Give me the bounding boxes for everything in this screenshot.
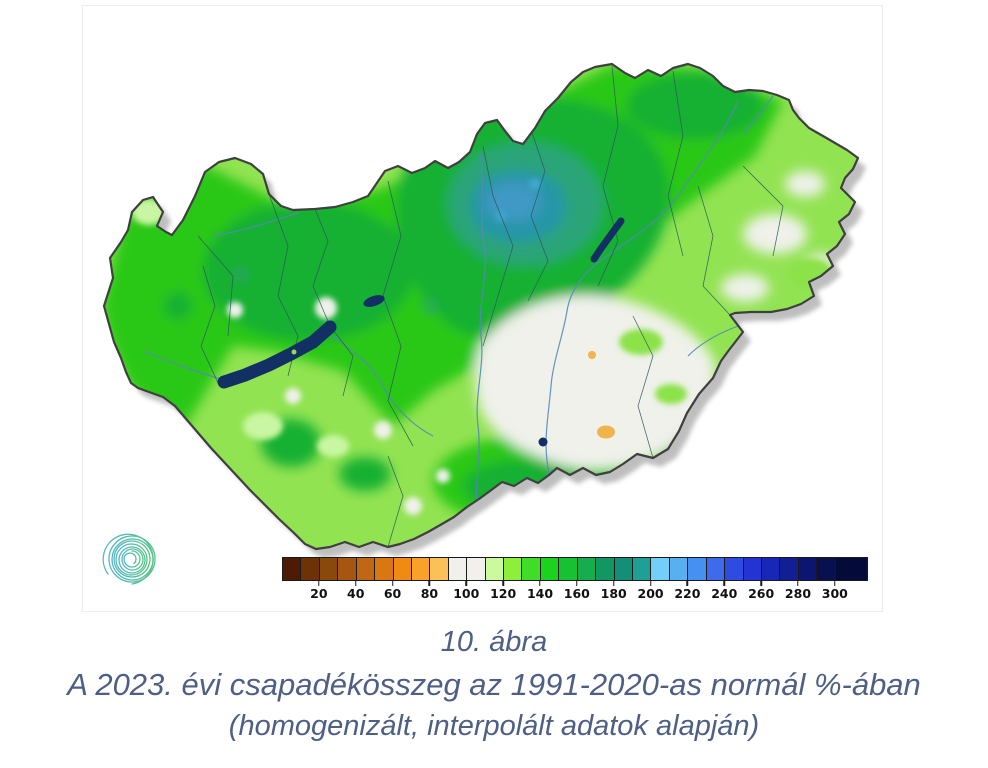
dry-spot [588,351,596,359]
colorbar-tick [428,581,431,586]
colorbar-tick [391,581,394,586]
figure-caption: 10. ábra A 2023. évi csapadékösszeg az 1… [0,621,988,747]
colorbar-segment [779,558,798,580]
colorbar-segment [705,558,725,580]
figure-title: A 2023. évi csapadékösszeg az 1991-2020-… [67,667,921,702]
lake-tisza [590,217,625,263]
colorbar-segment [613,558,633,580]
colorbar-segment [503,558,522,580]
colorbar-tick [649,581,652,586]
colorbar-segment [650,558,669,580]
colorbar-segment [816,558,835,580]
colorbar-segment [410,558,430,580]
colorbar-tick-label: 40 [347,586,365,601]
colorbar-tick-label: 100 [453,586,480,601]
colorbar-segment [466,558,485,580]
colorbar-tick [797,581,799,586]
spiral-logo-icon [102,533,156,585]
colorbar-segment [392,558,411,580]
colorbar-tick-label: 160 [563,586,590,601]
colorbar-segment [576,558,596,580]
lake-balaton [217,320,337,389]
colorbar-segment [318,558,338,580]
colorbar-segment [484,558,504,580]
colorbar-tick [539,581,541,586]
lake-velence [363,295,385,307]
colorbar-tick [318,581,320,586]
figure-panel: 20 40 60 80 100 120 140 160 180 200 220 240 260 280 30… [82,5,883,612]
colorbar-tick [354,581,357,586]
colorbar-tick-label: 200 [637,586,664,601]
colorbar-segment [834,558,868,580]
colorbar-tick [465,581,468,586]
colorbar-segment [724,558,743,580]
colorbar-tick-label: 220 [674,586,701,601]
color-scale-legend: 20 40 60 80 100 120 140 160 180 200 220 240 260 280 30… [282,557,868,603]
colorbar-segment [283,558,301,580]
colorbar-tick [576,581,578,586]
colorbar-tick [502,581,504,586]
precipitation-field [104,64,858,549]
colorbar-segment [539,558,559,580]
colorbar-segment [668,558,688,580]
colorbar-segment [632,558,651,580]
colorbar-tick [760,581,762,586]
colorbar-segment [300,558,319,580]
colorbar-segment [355,558,375,580]
colorbar-segment [558,558,577,580]
colorbar-tick-label: 140 [526,586,554,601]
colorbar-segment [687,558,706,580]
county-borders [197,65,784,548]
colorbar-tick [834,581,836,586]
colorbar-tick [686,581,689,586]
colorbar-tick-label: 180 [600,586,627,601]
colorbar-segment [521,558,540,580]
colorbar-tick-label: 120 [490,586,517,601]
small-lake [538,437,548,447]
figure-subtitle: (homogenizált, interpolált adatok alapjá… [228,710,760,742]
figure-number: 10. ábra [440,626,548,658]
colorbar-segment [595,558,614,580]
colorbar-tick-label: 260 [748,586,775,601]
colorbar-segment [429,558,448,580]
hungary-precipitation-map [102,62,866,558]
colorbar-tick-label: 60 [383,586,402,601]
colorbar-tick-label: 240 [711,586,738,601]
colorbar-tick-label: 280 [784,586,812,601]
tihany-strait [291,349,297,355]
colorbar-tick-label: 20 [310,586,328,601]
colorbar-segment [760,558,780,580]
colorbar-segment [374,558,393,580]
colorbar-tick [723,581,725,586]
dry-spot [597,425,615,439]
color-scale [282,557,868,581]
colorbar-segment [447,558,467,580]
colorbar-segment [742,558,761,580]
colorbar-segment [337,558,356,580]
colorbar-tick-label: 300 [821,586,848,601]
colorbar-tick [612,581,615,586]
colorbar-tick-label: 80 [420,586,439,601]
colorbar-segment [797,558,817,580]
